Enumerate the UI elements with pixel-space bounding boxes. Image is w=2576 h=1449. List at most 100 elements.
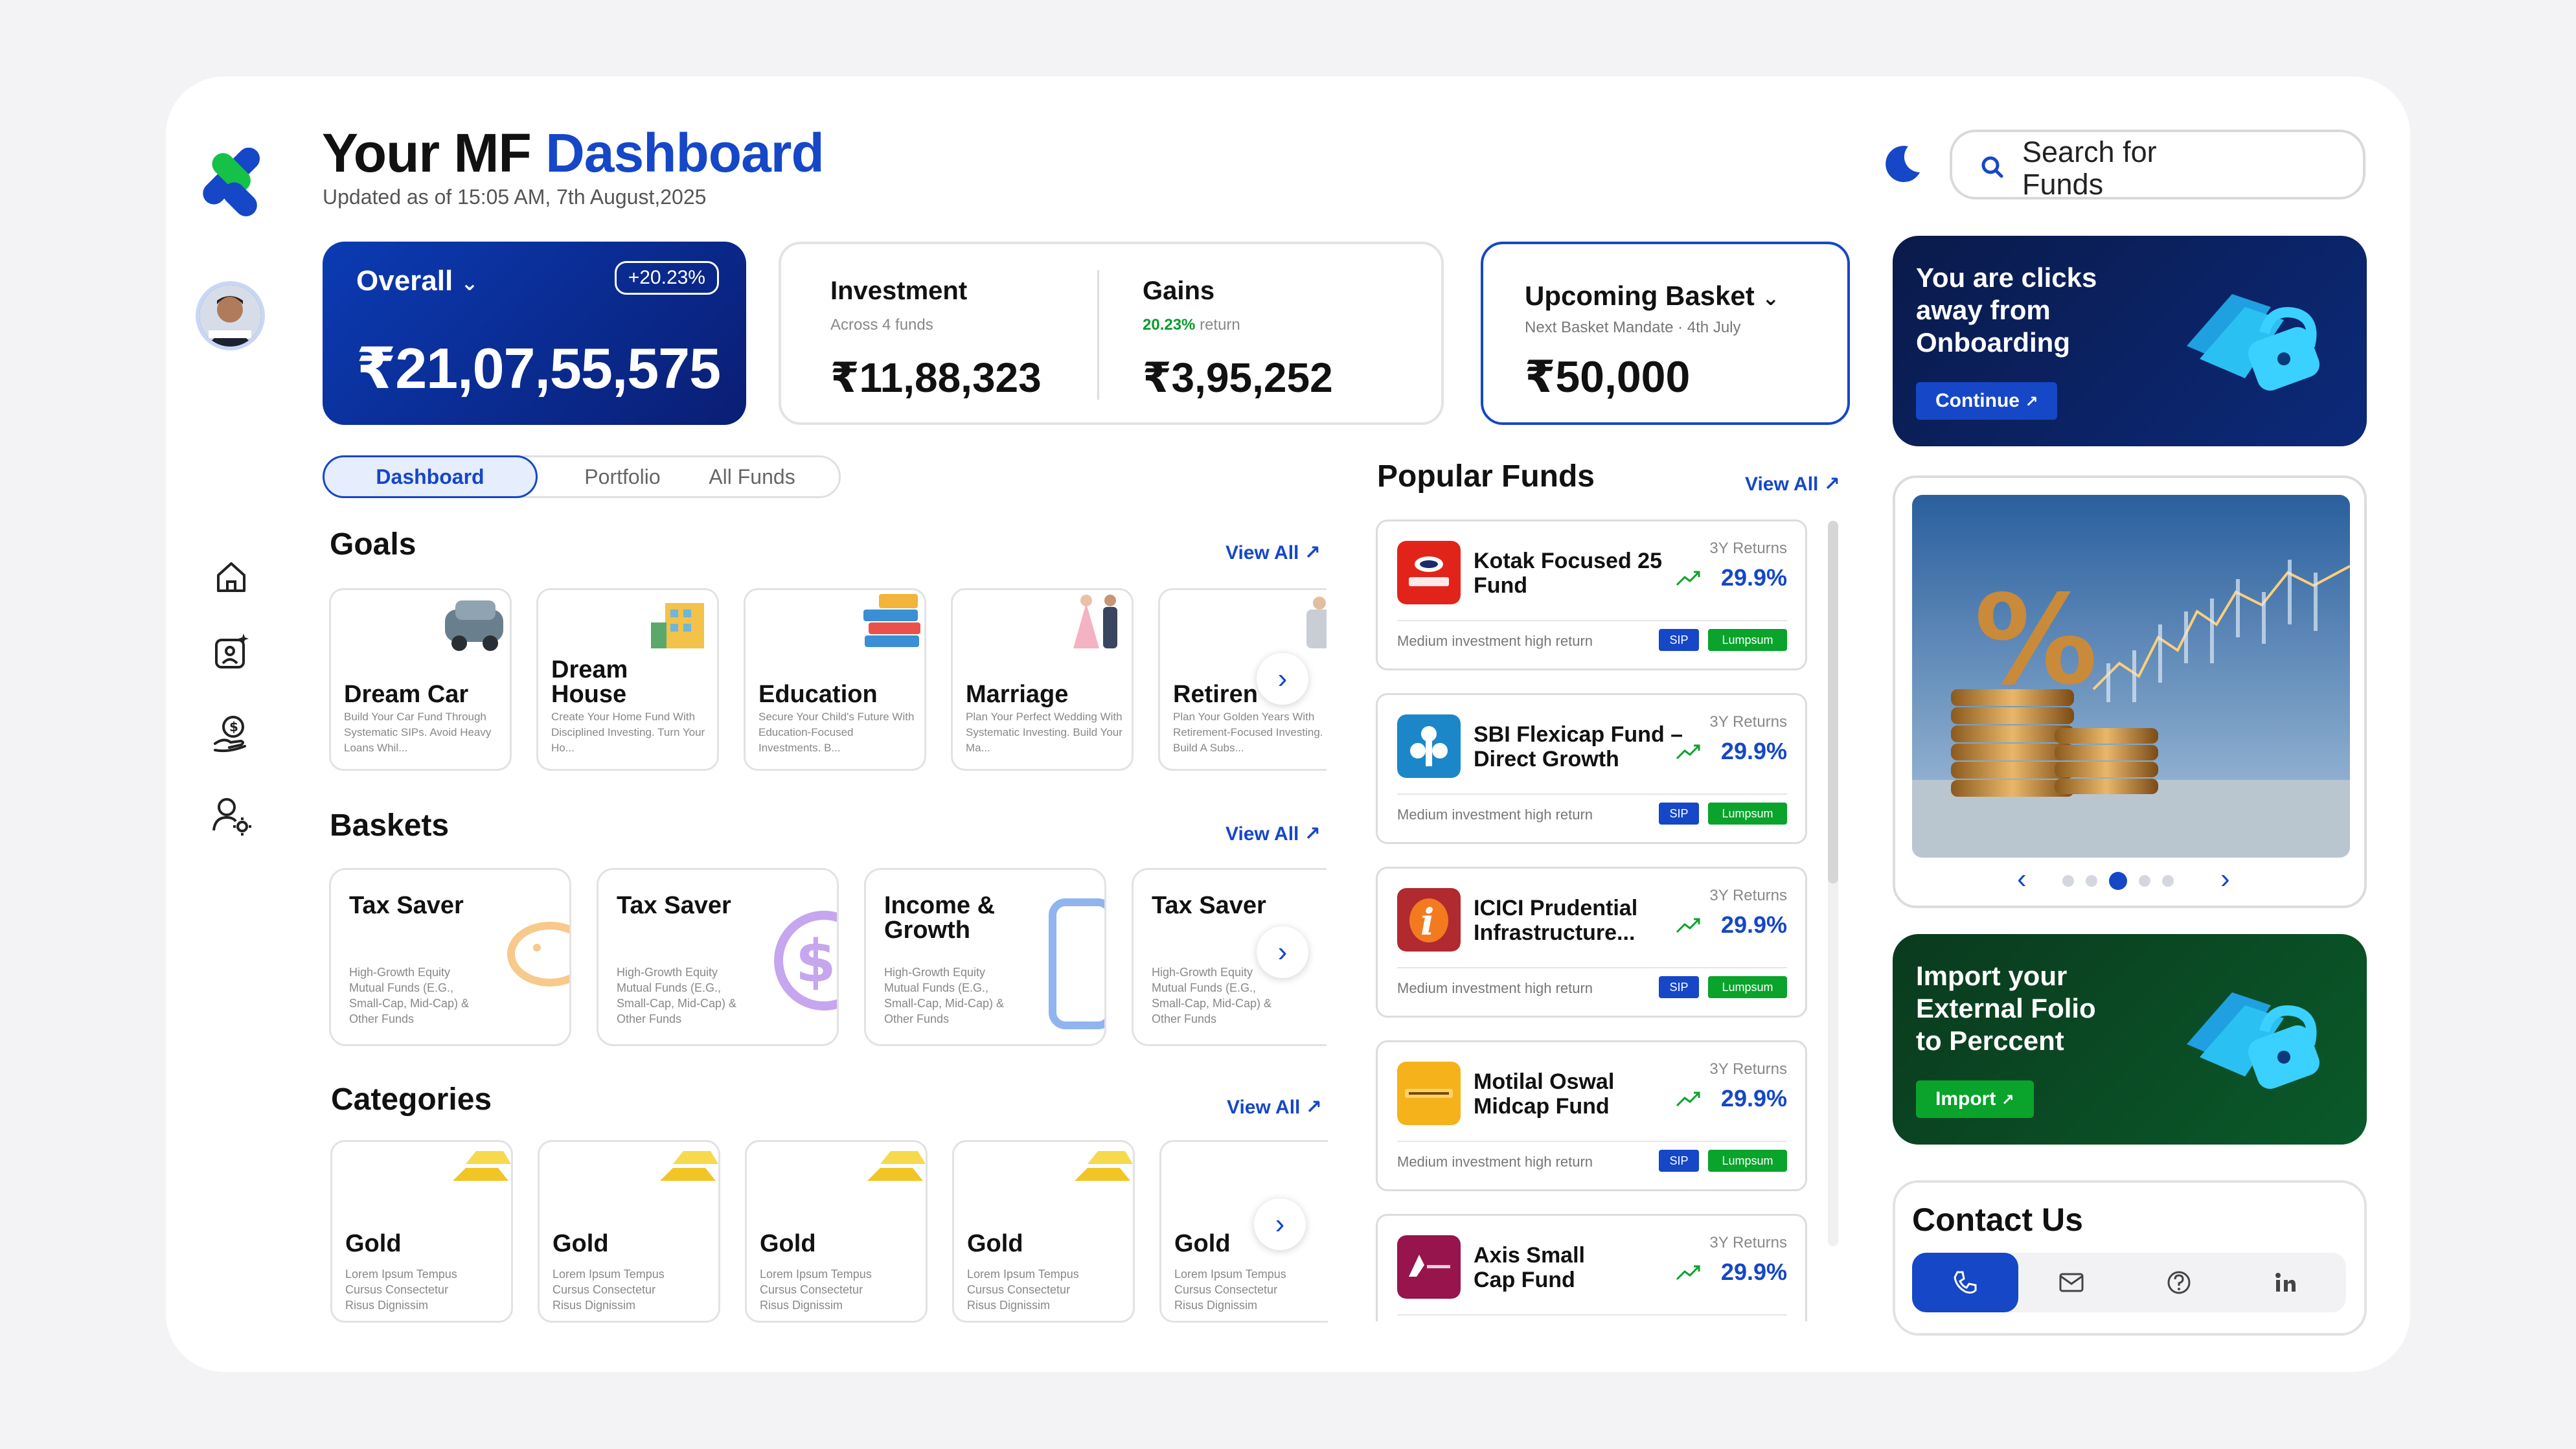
fund-card-motilal[interactable]: Motilal Oswal Midcap Fund 3Y Returns 29.…	[1376, 1040, 1807, 1191]
carousel-dot[interactable]	[2109, 872, 2127, 890]
funds-scrollbar[interactable]	[1828, 521, 1838, 1246]
basket-card-tax-saver[interactable]: Tax Saver High-Growth Equity Mutual Fund…	[329, 868, 571, 1046]
chevron-right-icon: ›	[1277, 663, 1288, 694]
search-input[interactable]: Search for Funds	[1950, 130, 2365, 201]
tab-all-funds[interactable]: All Funds	[709, 465, 795, 488]
divider	[1397, 967, 1787, 968]
category-title: Gold	[967, 1230, 1023, 1257]
goal-title: Dream Car	[344, 681, 469, 708]
money-hand-icon[interactable]: $	[209, 711, 254, 757]
goals-view-all-link[interactable]: View All ↗	[1225, 542, 1321, 564]
basket-desc: High-Growth Equity Mutual Funds (E.G., S…	[884, 966, 1005, 1025]
home-icon[interactable]	[209, 554, 254, 600]
carousel-next-button[interactable]: ›	[2220, 863, 2230, 895]
category-desc: Lorem Ipsum Tempus Cursus Consectetur Ri…	[1174, 1268, 1286, 1312]
carousel-dot[interactable]	[2062, 875, 2074, 887]
returns-label: 3Y Returns	[1709, 713, 1787, 731]
user-settings-icon[interactable]	[209, 793, 254, 838]
category-title: Gold	[1174, 1230, 1231, 1257]
category-desc: Lorem Ipsum Tempus Cursus Consectetur Ri…	[967, 1268, 1079, 1312]
svg-text:$: $	[229, 719, 238, 735]
goal-card-dream-house[interactable]: Dream House Create Your Home Fund With D…	[536, 588, 719, 771]
overall-dropdown[interactable]: Overall ⌄	[356, 265, 479, 297]
basket-card-income-growth[interactable]: Income & Growth High-Growth Equity Mutua…	[864, 868, 1106, 1046]
lumpsum-button[interactable]: Lumpsum	[1708, 629, 1787, 651]
sip-button[interactable]: SIP	[1659, 1150, 1699, 1172]
basket-card-tax-saver-2[interactable]: $ Tax Saver High-Growth Equity Mutual Fu…	[597, 868, 839, 1046]
category-card-gold-4[interactable]: Gold Lorem Ipsum Tempus Cursus Consectet…	[952, 1140, 1135, 1323]
tab-dashboard[interactable]: Dashboard	[323, 455, 538, 498]
brand-logo[interactable]	[198, 148, 269, 219]
carousel-prev-button[interactable]: ‹	[2017, 863, 2027, 895]
import-button[interactable]: Import ↗	[1916, 1080, 2034, 1118]
fund-name: SBI Flexicap Fund – Direct Growth	[1474, 722, 1683, 771]
carousel-dot[interactable]	[2162, 875, 2174, 887]
sip-button[interactable]: SIP	[1659, 976, 1699, 998]
fund-card-axis[interactable]: Axis Small Cap Fund 3Y Returns 29.9%	[1376, 1214, 1807, 1321]
tab-portfolio[interactable]: Portfolio	[584, 465, 661, 488]
popular-funds-view-all-link[interactable]: View All ↗	[1745, 473, 1840, 495]
profile-sparkle-icon[interactable]	[209, 630, 254, 675]
carousel-dot[interactable]	[2086, 875, 2097, 887]
onboarding-card: You are clicks away from Onboarding Cont…	[1893, 236, 2367, 446]
chevron-down-icon: ⌄	[461, 271, 479, 295]
fund-note: Medium investment high return	[1397, 1154, 1593, 1170]
carousel-dot[interactable]	[2139, 875, 2150, 887]
carousel-dots	[2062, 872, 2185, 890]
goal-desc: Build Your Car Fund Through Systematic S…	[344, 711, 492, 754]
lumpsum-button[interactable]: Lumpsum	[1708, 803, 1787, 825]
trend-up-icon	[1676, 1091, 1700, 1107]
goal-title: Marriage	[966, 681, 1069, 708]
linkedin-button[interactable]	[2232, 1253, 2338, 1312]
lumpsum-button[interactable]: Lumpsum	[1708, 1150, 1787, 1172]
motilal-oswal-logo-icon	[1397, 1062, 1461, 1125]
piggy-bank-icon	[507, 922, 569, 987]
lumpsum-button[interactable]: Lumpsum	[1708, 976, 1787, 998]
dark-mode-toggle-icon[interactable]	[1880, 141, 1925, 187]
retirement-icon	[1306, 597, 1327, 648]
page-title: Your MF Dashboard	[322, 122, 825, 183]
help-button[interactable]	[2126, 1253, 2232, 1312]
upcoming-basket-card[interactable]: Upcoming Basket ⌄ Next Basket Mandate · …	[1481, 242, 1850, 425]
goal-title: Education	[758, 681, 878, 708]
category-card-gold-3[interactable]: Gold Lorem Ipsum Tempus Cursus Consectet…	[745, 1140, 928, 1323]
basket-title: Tax Saver	[617, 892, 731, 919]
trend-up-icon	[1676, 571, 1700, 586]
baskets-view-all-link[interactable]: View All ↗	[1225, 823, 1321, 845]
goals-list: Dream Car Build Your Car Fund Through Sy…	[329, 588, 1327, 773]
fund-card-kotak[interactable]: Kotak Focused 25 Fund 3Y Returns 29.9% M…	[1376, 519, 1807, 670]
house-icon	[651, 603, 704, 648]
gains-label: Gains	[1143, 277, 1215, 305]
categories-next-button[interactable]: ›	[1254, 1198, 1306, 1250]
continue-button[interactable]: Continue ↗	[1916, 382, 2058, 420]
upcoming-basket-dropdown[interactable]: Upcoming Basket ⌄	[1525, 280, 1780, 311]
overall-card[interactable]: Overall ⌄ +20.23% ₹21,07,55,575	[323, 242, 746, 425]
mail-icon	[2059, 1273, 2084, 1292]
phone-button[interactable]	[1912, 1253, 2018, 1312]
avatar[interactable]	[196, 281, 265, 350]
upcoming-basket-sub: Next Basket Mandate · 4th July	[1525, 319, 1741, 336]
goal-card-marriage[interactable]: Marriage Plan Your Perfect Wedding With …	[951, 588, 1134, 771]
funds-list-clip: Kotak Focused 25 Fund 3Y Returns 29.9% M…	[1376, 519, 1807, 1321]
trend-up-icon	[1676, 1265, 1700, 1281]
sip-button[interactable]: SIP	[1659, 803, 1699, 825]
sip-button[interactable]: SIP	[1659, 629, 1699, 651]
category-card-gold-2[interactable]: Gold Lorem Ipsum Tempus Cursus Consectet…	[538, 1140, 720, 1323]
category-card-gold[interactable]: Gold Lorem Ipsum Tempus Cursus Consectet…	[330, 1140, 513, 1323]
basket-title: Tax Saver	[349, 892, 464, 919]
basket-title: Tax Saver	[1152, 892, 1266, 919]
goal-card-education[interactable]: Education Secure Your Child's Future Wit…	[744, 588, 926, 771]
import-text: Import your External Folio to Perccent	[1916, 961, 2096, 1056]
scrollbar-thumb[interactable]	[1828, 521, 1838, 884]
chevron-down-icon: ⌄	[1762, 286, 1780, 310]
categories-view-all-link[interactable]: View All ↗	[1227, 1097, 1322, 1118]
investment-gains-card: Investment Across 4 funds ₹11,88,323 Gai…	[779, 242, 1444, 425]
fund-name: Kotak Focused 25 Fund	[1474, 549, 1662, 598]
arrow-up-right-icon: ↗	[2001, 1091, 2014, 1109]
fund-card-sbi[interactable]: SBI Flexicap Fund – Direct Growth 3Y Ret…	[1376, 693, 1807, 844]
fund-card-icici[interactable]: i ICICI Prudential Infrastructure... 3Y …	[1376, 867, 1807, 1018]
email-button[interactable]	[2018, 1253, 2125, 1312]
goals-next-button[interactable]: ›	[1257, 653, 1308, 705]
baskets-next-button[interactable]: ›	[1257, 926, 1308, 978]
goal-card-dream-car[interactable]: Dream Car Build Your Car Fund Through Sy…	[329, 588, 512, 771]
